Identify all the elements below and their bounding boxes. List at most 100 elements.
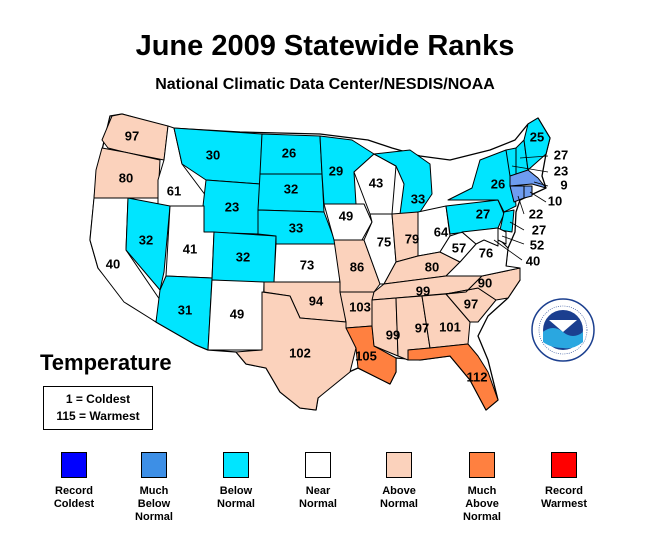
state-rank-AR: 103 xyxy=(349,299,371,314)
legend-item-below-normal: Below Normal xyxy=(204,452,268,511)
state-rank-ND: 26 xyxy=(282,145,296,160)
state-rank-FL: 112 xyxy=(467,369,488,384)
legend-label: Above xyxy=(465,498,499,510)
state-rank-NJ: 27 xyxy=(532,222,546,237)
state-shape-GA xyxy=(421,293,471,349)
state-rank-SC: 97 xyxy=(464,296,478,311)
state-rank-TN: 99 xyxy=(416,283,430,298)
legend-label: Normal xyxy=(299,498,337,510)
state-rank-OK: 94 xyxy=(309,293,324,308)
legend-label: Record xyxy=(55,485,93,497)
legend-label: Warmest xyxy=(540,498,588,510)
state-shape-FL xyxy=(407,343,499,411)
state-rank-LA: 105 xyxy=(355,348,377,363)
legend-label: Much xyxy=(139,485,169,497)
legend-item-record-coldest: Record Coldest xyxy=(42,452,106,511)
legend-label: Normal xyxy=(135,511,173,523)
state-rank-IA: 49 xyxy=(339,208,353,223)
map-subtitle: National Climatic Data Center/NESDIS/NOA… xyxy=(155,76,495,93)
state-rank-MN: 29 xyxy=(329,163,343,178)
legend-item-much-above-normal: Much Above Normal xyxy=(450,452,514,524)
state-shape-NJ xyxy=(499,209,515,233)
state-rank-ID: 61 xyxy=(167,183,181,198)
legend-label: Coldest xyxy=(53,498,95,510)
state-shape-NV xyxy=(125,197,171,291)
state-shape-RI xyxy=(523,185,533,199)
state-shape-TX xyxy=(235,291,357,411)
leader-lines xyxy=(493,155,549,261)
state-rank-CA: 40 xyxy=(106,256,120,271)
legend-swatch xyxy=(551,452,577,478)
state-rank-TX: 102 xyxy=(289,345,311,360)
state-rank-labels: 97 80 40 61 32 30 23 41 31 32 49 26 32 3… xyxy=(106,128,568,384)
rank-key-box: 1 = Coldest 115 = Warmest xyxy=(43,386,153,430)
state-rank-NM: 49 xyxy=(230,306,244,321)
legend-label: Much xyxy=(467,485,497,497)
legend-label: Normal xyxy=(217,498,255,510)
parameter-label: Temperature xyxy=(40,350,172,375)
state-rank-AZ: 31 xyxy=(178,302,192,317)
state-rank-OH: 64 xyxy=(434,224,449,239)
state-rank-VA: 76 xyxy=(479,245,493,260)
legend-swatch xyxy=(386,452,412,478)
legend-label: Below xyxy=(219,485,253,497)
map-title: June 2009 Statewide Ranks xyxy=(135,30,515,62)
legend-item-much-below-normal: Much Below Normal xyxy=(122,452,186,524)
state-regions xyxy=(89,113,551,411)
state-rank-DE: 52 xyxy=(530,237,544,252)
state-shape-IA xyxy=(323,203,373,241)
state-rank-WV: 57 xyxy=(452,240,466,255)
legend-item-near-normal: Near Normal xyxy=(286,452,350,511)
state-rank-ME: 25 xyxy=(530,129,544,144)
legend-item-record-warmest: Record Warmest xyxy=(532,452,596,511)
state-shape-WI xyxy=(353,153,397,215)
state-rank-MS: 99 xyxy=(386,327,400,342)
state-rank-KS: 73 xyxy=(300,257,314,272)
state-rank-MI: 33 xyxy=(411,191,425,206)
legend-label: Normal xyxy=(463,511,501,523)
state-shape-MS xyxy=(371,297,399,357)
legend-swatch xyxy=(305,452,331,478)
state-rank-GA: 101 xyxy=(439,319,461,334)
state-rank-NV: 32 xyxy=(139,232,153,247)
state-rank-MO: 86 xyxy=(350,259,364,274)
legend-swatch xyxy=(469,452,495,478)
state-rank-WY: 23 xyxy=(225,199,239,214)
state-rank-VT: 23 xyxy=(554,163,568,178)
state-rank-NE: 33 xyxy=(289,220,303,235)
legend-item-above-normal: Above Normal xyxy=(367,452,431,511)
state-shape-MN xyxy=(319,135,375,205)
state-rank-IL: 75 xyxy=(377,234,391,249)
state-rank-WA: 97 xyxy=(125,128,139,143)
state-rank-CT: 22 xyxy=(529,206,543,221)
legend-swatch xyxy=(141,452,167,478)
state-rank-CO: 32 xyxy=(236,249,250,264)
state-rank-NY: 26 xyxy=(491,176,505,191)
state-shape-PA xyxy=(445,199,505,235)
state-rank-MD: 40 xyxy=(526,253,540,268)
rank-key-warmest: 115 = Warmest xyxy=(56,409,140,423)
legend-label: Record xyxy=(545,485,583,497)
rank-key-coldest: 1 = Coldest xyxy=(65,392,131,406)
legend-label: Above xyxy=(382,485,416,497)
state-rank-NH: 27 xyxy=(554,147,568,162)
state-rank-IN: 79 xyxy=(405,231,419,246)
state-rank-SD: 32 xyxy=(284,181,298,196)
state-rank-AL: 97 xyxy=(415,320,429,335)
legend-swatch xyxy=(223,452,249,478)
state-rank-WI: 43 xyxy=(369,175,383,190)
state-rank-KY: 80 xyxy=(425,259,439,274)
state-rank-MT: 30 xyxy=(206,147,220,162)
legend-swatch xyxy=(61,452,87,478)
state-rank-UT: 41 xyxy=(183,241,197,256)
state-rank-NC: 90 xyxy=(478,275,492,290)
state-rank-PA: 27 xyxy=(476,206,490,221)
legend-label: Near xyxy=(305,485,331,497)
noaa-logo xyxy=(531,298,595,362)
legend-label: Normal xyxy=(380,498,418,510)
state-shape-MD xyxy=(461,227,499,247)
state-shape-NM xyxy=(207,279,265,351)
state-rank-RI: 10 xyxy=(548,193,562,208)
state-rank-MA: 9 xyxy=(560,177,567,192)
